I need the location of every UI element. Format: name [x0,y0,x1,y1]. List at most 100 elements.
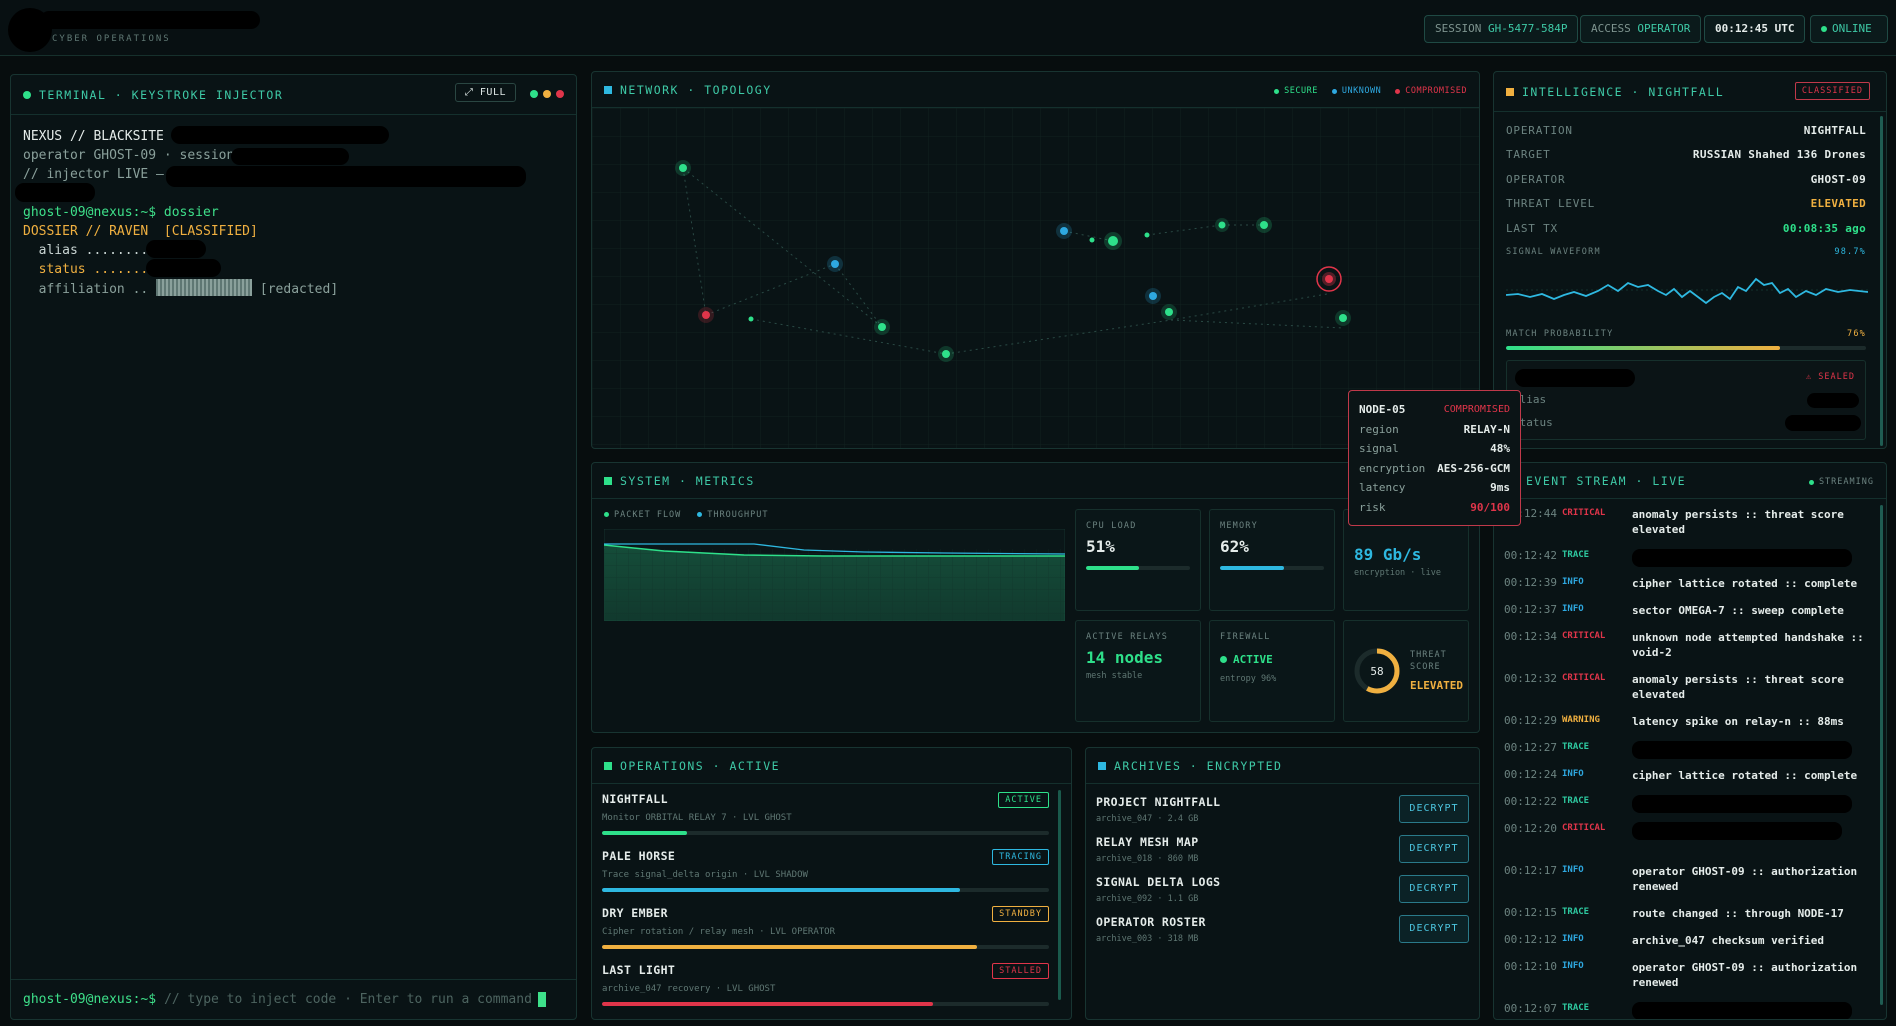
relays-value: 14 nodes [1086,648,1164,667]
match-bar [1506,345,1866,350]
event-row: 00:12:15 TRACE route changed :: through NO… [1504,906,1872,921]
firewall-dot [1220,656,1227,663]
scrollbar[interactable] [1880,116,1883,446]
operation-item[interactable]: PALE HORSE Trace signal_delta origin · LV… [602,849,1049,899]
archive-meta: archive_092 · 1.1 GB [1096,894,1199,904]
brand-subtitle: CYBER OPERATIONS [52,34,171,44]
redacted-text [146,259,221,277]
decrypt-button[interactable]: DECRYPT [1399,795,1469,823]
topology-map[interactable] [592,108,1480,449]
firewall-sub: entropy 96% [1220,674,1277,684]
operation-status-badge: STALLED [992,963,1049,979]
cursor [537,992,546,1007]
archive-item: PROJECT NIGHTFALL archive_047 · 2.4 GB DEC… [1096,795,1469,829]
event-message: operator GHOST-09 :: authorization renew… [1632,865,1858,893]
terminal-input[interactable]: // type to inject code · Enter to run a … [164,992,532,1007]
terminal-line: status ....... [23,262,149,277]
intel-key: THREAT LEVEL [1506,197,1596,211]
archive-item: SIGNAL DELTA LOGS archive_092 · 1.1 GB DEC… [1096,875,1469,909]
node-unknown [1145,288,1161,304]
firewall-label: FIREWALL [1220,632,1271,642]
event-level: CRITICAL [1562,631,1606,641]
event-row: 00:12:07 TRACE [1504,1002,1872,1019]
node-secure [874,319,890,335]
session-chip: SESSION GH-5477-584P [1424,15,1579,43]
terminal-line: affiliation .. [redacted] [23,279,338,299]
terminal-input-bar[interactable]: ghost-09@nexus:~$ // type to inject code… [11,979,576,1019]
streaming-indicator: STREAMING [1808,477,1874,487]
redacted-text [1515,368,1635,387]
terminal-line: DOSSIER // RAVEN [CLASSIFIED] [23,224,258,239]
scrollbar[interactable] [1880,505,1883,1005]
event-time: 00:12:07 [1504,1002,1557,1015]
event-time: 00:12:39 [1504,576,1557,589]
throughput-value: 89 Gb/s [1354,545,1422,564]
threat-label: THREAT [1410,650,1447,660]
event-message: anomaly persists :: threat score elevate… [1632,673,1844,701]
sealed-alias: alias [1513,392,1547,406]
firewall-value: ACTIVE [1233,653,1273,666]
redacted-text [1785,414,1861,431]
archive-name: SIGNAL DELTA LOGS [1096,875,1221,889]
event-row: 00:12:42 TRACE [1504,549,1872,567]
node-secure [1256,217,1272,233]
classified-badge: CLASSIFIED [1794,82,1870,100]
archives-title: ARCHIVES · ENCRYPTED [1114,758,1283,773]
event-row: 00:12:32 CRITICAL anomaly persists :: thre… [1504,672,1872,702]
redacted-message [1632,549,1852,567]
red-dot[interactable] [556,90,564,98]
tooltip-key: signal [1359,442,1399,456]
event-message: sector OMEGA-7 :: sweep complete [1632,604,1844,617]
archive-meta: archive_018 · 860 MB [1096,854,1199,864]
green-dot[interactable] [530,90,538,98]
fullscreen-button[interactable]: ⤢ FULL [454,83,516,102]
legend-unknown: UNKNOWN [1331,86,1381,96]
redaction-block [156,279,253,296]
event-row: 00:12:10 INFO operator GHOST-09 :: authori… [1504,960,1872,990]
operation-item[interactable]: DRY EMBER Cipher rotation / relay mesh · … [602,906,1049,956]
legend-compromised: COMPROMISED [1395,86,1467,96]
operation-desc: Cipher rotation / relay mesh · LVL OPERA… [602,927,835,937]
legend-packet-flow: PACKET FLOW [604,510,681,520]
event-time: 00:12:34 [1504,630,1557,643]
sealed-card: ⚠ SEALED alias status [1506,359,1866,440]
cpu-fill [1086,566,1140,570]
intel-row: TARGET RUSSIAN Shahed 136 Drones [1506,143,1866,168]
tooltip-row: region RELAY-N [1359,420,1510,440]
tooltip-state: COMPROMISED [1443,404,1510,416]
session-label: SESSION [1435,22,1482,35]
operation-item[interactable]: NIGHTFALL Monitor ORBITAL RELAY 7 · LVL G… [602,792,1049,842]
event-row: 00:12:39 INFO cipher lattice rotated :: co… [1504,576,1872,591]
decrypt-button[interactable]: DECRYPT [1399,835,1469,863]
cpu-card: CPU LOAD 51% [1075,509,1201,611]
event-level: INFO [1562,769,1584,779]
event-row: 00:12:37 INFO sector OMEGA-7 :: sweep comp… [1504,603,1872,618]
event-time: 00:12:22 [1504,795,1557,808]
yellow-dot[interactable] [543,90,551,98]
throughput-sub: encryption · live [1354,568,1441,578]
intel-value: ELEVATED [1810,197,1866,211]
event-time: 00:12:24 [1504,768,1557,781]
terminal-output: NEXUS // BLACKSITE operator GHOST-09 · s… [23,127,338,299]
panel-marker [604,761,612,770]
archives-panel: ARCHIVES · ENCRYPTED PROJECT NIGHTFALL ar… [1085,747,1480,1020]
decrypt-button[interactable]: DECRYPT [1399,875,1469,903]
redacted-text [166,166,526,187]
decrypt-button[interactable]: DECRYPT [1399,915,1469,943]
node-secure [1104,232,1122,250]
threat-gauge: 58 [1354,648,1400,694]
event-level: TRACE [1562,907,1590,917]
event-row: 00:12:24 INFO cipher lattice rotated :: co… [1504,768,1872,783]
signal-waveform [1506,277,1868,304]
firewall-card: FIREWALL ACTIVE entropy 96% [1209,620,1335,722]
event-time: 00:12:12 [1504,933,1557,946]
scrollbar[interactable] [1058,790,1061,1000]
event-level: CRITICAL [1562,823,1606,833]
intel-key: TARGET [1506,148,1551,162]
tooltip-key: latency [1359,481,1406,495]
operation-item[interactable]: LAST LIGHT archive_047 recovery · LVL GHO… [602,963,1049,1013]
topology-nodes[interactable] [675,160,1351,362]
match-fill [1506,345,1780,350]
terminal-title: TERMINAL · KEYSTROKE INJECTOR [39,87,284,102]
memory-value: 62% [1220,537,1249,556]
